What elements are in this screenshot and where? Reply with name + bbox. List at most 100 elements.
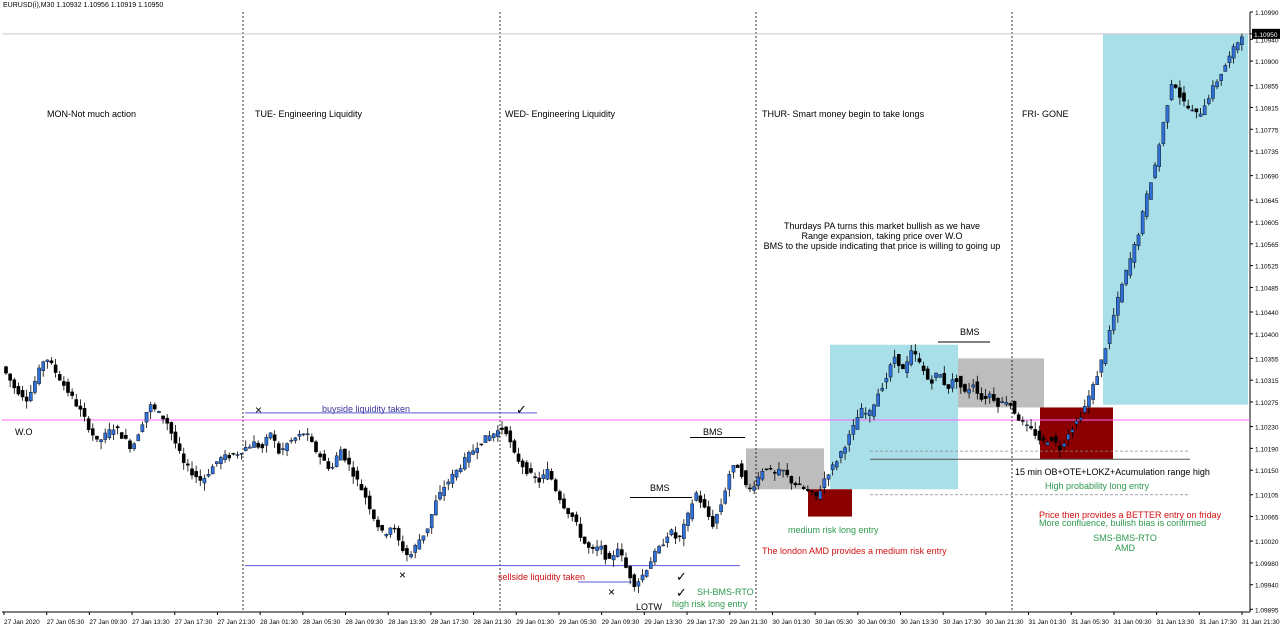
candle-body [640, 574, 645, 581]
x-tick-label: 30 Jan 05:30 [815, 619, 853, 626]
candle-body [814, 491, 818, 497]
x-tick-label: 31 Jan 01:30 [1029, 619, 1067, 626]
candle-body [45, 359, 50, 362]
candle-body [723, 490, 727, 504]
x-tick-label: 29 Jan 05:30 [559, 619, 597, 626]
candle-body [967, 389, 971, 394]
candle-body [1054, 436, 1058, 443]
candle-body [289, 439, 294, 442]
candle-body [339, 449, 343, 461]
candle-body [748, 487, 752, 490]
current-price-tag [1252, 28, 1280, 39]
y-tick-label: 1.10400 [1255, 332, 1279, 339]
candle-body [711, 516, 715, 527]
candle-body [1033, 429, 1037, 436]
candle-body [1206, 98, 1211, 104]
candle-body [429, 514, 434, 529]
candle-body [1116, 296, 1120, 316]
candle-body [682, 523, 686, 539]
candle-body [223, 454, 227, 461]
candle-body [128, 440, 132, 450]
candle-body [777, 468, 781, 476]
candle-body [897, 354, 901, 367]
candle-body [1087, 395, 1091, 408]
x-tick-label: 28 Jan 21:30 [474, 619, 512, 626]
candle-body [1161, 122, 1166, 144]
y-tick-label: 1.10990 [1255, 10, 1279, 17]
candle-body [979, 393, 984, 400]
candle-body [909, 350, 913, 365]
candle-body [760, 470, 765, 480]
candle-body [587, 542, 591, 548]
candle-body [413, 545, 418, 553]
candle-body [983, 395, 988, 400]
candle-body [938, 374, 942, 378]
candle-body [1049, 436, 1054, 441]
candle-body [793, 482, 798, 486]
candle-body [934, 372, 938, 378]
candle-body [314, 441, 318, 453]
candle-body [181, 453, 186, 464]
candle-body [1144, 193, 1149, 217]
confluence-label: More confluence, bullish bias is confirm… [1039, 518, 1206, 528]
candle-body [570, 512, 575, 518]
candle-body [818, 490, 823, 500]
candle-body [322, 453, 327, 461]
candle-body [491, 433, 496, 438]
ob-note-label: 15 min OB+OTE+LOKZ+Acumulation range hig… [1015, 467, 1210, 477]
candle-body [140, 424, 145, 432]
y-tick-label: 1.10440 [1255, 310, 1279, 317]
candle-body [74, 399, 79, 407]
x-tick-label: 29 Jan 17:30 [687, 619, 725, 626]
candle-body [231, 453, 236, 455]
candle-body [107, 429, 112, 439]
candle-body [334, 455, 339, 467]
y-tick-label: 1.10315 [1255, 378, 1279, 385]
x-tick-label: 30 Jan 09:30 [858, 619, 896, 626]
candle-body [636, 581, 641, 587]
candle-body [33, 380, 37, 393]
x-tick-label: 28 Jan 01:30 [260, 619, 298, 626]
london-amd-label: The london AMD provides a medium risk en… [762, 546, 947, 556]
candle-body [442, 487, 446, 496]
candle-body [553, 479, 558, 492]
candle-body [318, 453, 322, 458]
candle-body [1008, 403, 1013, 406]
candle-body [1173, 84, 1178, 88]
candle-body [611, 555, 616, 561]
candle-body [53, 364, 58, 373]
candle-body [347, 457, 351, 465]
bms-label-1: BMS [650, 483, 670, 493]
candle-body [859, 407, 864, 418]
candle-body [277, 443, 281, 454]
candle-body [872, 404, 876, 417]
candle-body [115, 426, 120, 429]
y-tick-label: 1.10485 [1255, 285, 1279, 292]
candle-body [1194, 108, 1199, 113]
candle-body [272, 434, 277, 441]
candle-body [785, 469, 789, 476]
candle-body [719, 504, 723, 513]
thursday-note-2: Range expansion, taking price over W.O [801, 231, 962, 241]
candle-body [301, 433, 306, 436]
candle-body [243, 447, 248, 451]
candle-body [161, 415, 165, 420]
check-mark-3: ✓ [676, 585, 687, 600]
y-tick-label: 1.10735 [1255, 149, 1279, 156]
y-tick-label: 1.10230 [1255, 425, 1279, 432]
candle-body [835, 461, 839, 468]
candle-body [632, 574, 637, 588]
candle-body [372, 509, 376, 519]
candle-body [574, 514, 579, 523]
candle-body [843, 447, 847, 454]
candle-body [533, 476, 537, 478]
day-label-1: TUE- Engineering Liquidity [255, 109, 363, 119]
x-tick-label: 30 Jan 17:30 [943, 619, 981, 626]
candle-body [1074, 420, 1079, 425]
candle-body [1107, 330, 1112, 344]
candle-body [954, 378, 959, 383]
x-tick-label: 30 Jan 21:30 [986, 619, 1024, 626]
candle-body [268, 432, 273, 439]
candle-body [868, 410, 872, 416]
